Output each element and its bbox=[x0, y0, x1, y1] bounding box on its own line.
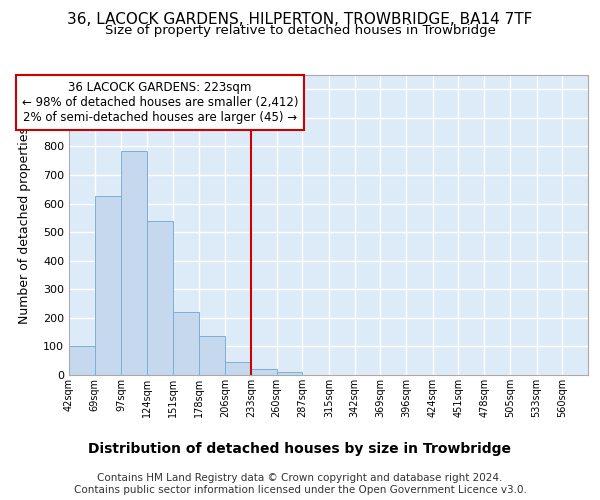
Bar bbox=[147, 220, 173, 375]
Text: 36 LACOCK GARDENS: 223sqm
← 98% of detached houses are smaller (2,412)
2% of sem: 36 LACOCK GARDENS: 223sqm ← 98% of detac… bbox=[22, 80, 298, 124]
Bar bbox=[277, 372, 302, 375]
Text: 36, LACOCK GARDENS, HILPERTON, TROWBRIDGE, BA14 7TF: 36, LACOCK GARDENS, HILPERTON, TROWBRIDG… bbox=[67, 12, 533, 28]
Bar bbox=[251, 370, 277, 375]
Text: Contains HM Land Registry data © Crown copyright and database right 2024.
Contai: Contains HM Land Registry data © Crown c… bbox=[74, 474, 526, 495]
Bar bbox=[225, 362, 251, 375]
Text: Distribution of detached houses by size in Trowbridge: Distribution of detached houses by size … bbox=[89, 442, 511, 456]
Text: Size of property relative to detached houses in Trowbridge: Size of property relative to detached ho… bbox=[104, 24, 496, 37]
Bar bbox=[95, 196, 121, 375]
Bar bbox=[121, 150, 147, 375]
Bar bbox=[69, 346, 95, 375]
Bar bbox=[173, 312, 199, 375]
Bar bbox=[199, 336, 225, 375]
Y-axis label: Number of detached properties: Number of detached properties bbox=[17, 126, 31, 324]
